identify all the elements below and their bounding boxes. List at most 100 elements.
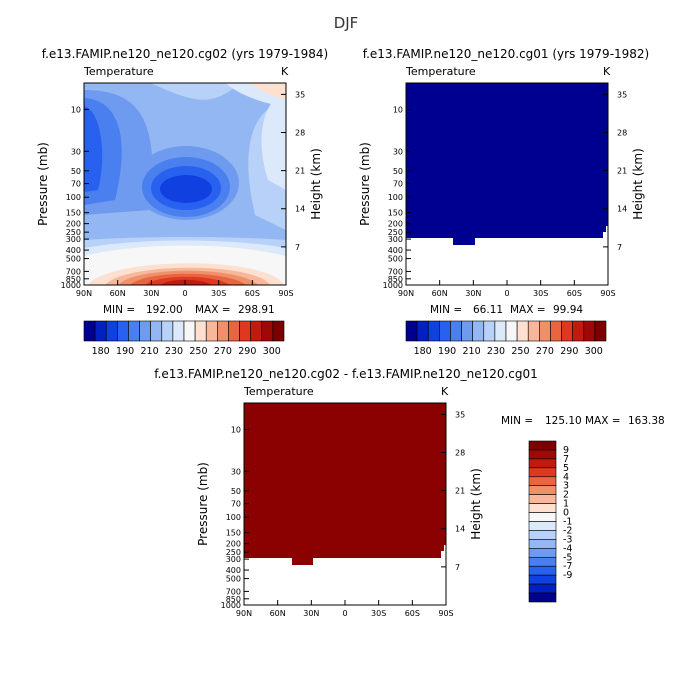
y-tick-label: 400	[388, 246, 403, 255]
colorbar-swatch	[205, 320, 218, 342]
stat-max-label: MAX =	[195, 304, 231, 316]
panel-left-label: Temperature	[405, 65, 476, 78]
colorbar-label: 210	[140, 346, 158, 357]
x-tick-label: 60N	[110, 289, 126, 298]
colorbar-swatch	[528, 539, 557, 549]
colorbar-label: -2	[563, 525, 572, 536]
x-axis: 90N 60N 30N 0 30S 60S 90S	[76, 280, 294, 298]
colorbar-swatch	[94, 320, 107, 342]
y-tick-label: 700	[226, 587, 241, 596]
colorbar-swatch	[561, 320, 573, 342]
colorbar-label: 270	[214, 346, 232, 357]
colorbar-swatch	[194, 320, 207, 342]
x-tick-label: 30N	[143, 289, 159, 298]
colorbar-swatch	[83, 320, 96, 342]
x-tick-label: 60S	[245, 289, 260, 298]
colorbar-swatch	[117, 320, 129, 342]
y-tick-label: 700	[66, 267, 81, 276]
panel-title: f.e13.FAMIP.ne120_ne120.cg02 (yrs 1979-1…	[42, 47, 329, 61]
y-tick-label: 70	[71, 180, 81, 189]
colorbar: 180 190 210 230 250 270 290 300	[83, 320, 285, 357]
x-tick-label: 90N	[398, 289, 414, 298]
height-tick-label: 21	[617, 167, 627, 176]
height-tick-label: 7	[617, 243, 622, 252]
y-tick-label: 250	[66, 228, 81, 237]
stat-min-label: MIN =	[430, 304, 462, 316]
colorbar-swatch	[105, 320, 118, 342]
colorbar-swatch	[528, 565, 557, 576]
y-tick-label: 200	[388, 220, 403, 229]
colorbar-label: 190	[438, 346, 456, 357]
stat-min-value: 125.10	[545, 415, 582, 427]
x-tick-label: 30S	[533, 289, 548, 298]
colorbar-label: 9	[563, 445, 569, 456]
y-tick-label: 100	[388, 193, 403, 202]
colorbar-label: 230	[487, 346, 505, 357]
colorbar-label: 4	[563, 472, 569, 483]
colorbar-swatch	[528, 503, 557, 513]
stat-max-value: 298.91	[238, 304, 275, 316]
y-axis-right: 35 28 21 14 7	[441, 410, 465, 572]
colorbar-swatch	[528, 512, 557, 522]
y-axis-title: Pressure (mb)	[358, 142, 372, 226]
panel-left-label: Temperature	[243, 385, 314, 398]
colorbar-swatch	[183, 320, 196, 342]
colorbar-label: 300	[585, 346, 603, 357]
x-tick-label: 30N	[465, 289, 481, 298]
stat-min-label: MIN =	[103, 304, 135, 316]
y-tick-label: 100	[226, 513, 241, 522]
x-tick-label: 60N	[432, 289, 448, 298]
colorbar-swatch	[261, 320, 274, 342]
y-tick-label: 1000	[383, 281, 403, 290]
contour-field	[406, 83, 608, 245]
colorbar-swatch	[272, 320, 285, 342]
colorbar-label: 180	[92, 346, 110, 357]
height-tick-label: 7	[455, 563, 460, 572]
y-tick-label: 250	[226, 548, 241, 557]
y-tick-label: 1000	[221, 601, 241, 610]
stat-min-label: MIN =	[501, 415, 533, 427]
y-tick-label: 300	[66, 235, 81, 244]
panel-title: f.e13.FAMIP.ne120_ne120.cg01 (yrs 1979-1…	[363, 47, 650, 61]
y-tick-label: 30	[71, 147, 81, 156]
colorbar-swatch	[439, 320, 451, 342]
colorbar-label: 180	[414, 346, 432, 357]
colorbar-swatch	[450, 320, 462, 342]
colorbar-swatch	[461, 320, 473, 342]
colorbar-label: -3	[563, 534, 572, 545]
figure-title: DJF	[334, 14, 359, 32]
colorbar-swatch	[405, 320, 418, 342]
y-tick-label: 10	[71, 105, 81, 114]
colorbar-swatch	[572, 320, 585, 342]
x-tick-label: 90S	[600, 289, 615, 298]
x-tick-label: 30N	[303, 609, 319, 618]
panel-difference: f.e13.FAMIP.ne120_ne120.cg02 - f.e13.FAM…	[154, 367, 665, 618]
colorbar-label: 0	[563, 508, 569, 519]
colorbar-label: 230	[165, 346, 183, 357]
y-axis-right: 35 28 21 14 7	[281, 90, 305, 252]
y-tick-label: 10	[231, 425, 241, 434]
colorbar-label: 190	[116, 346, 134, 357]
colorbar-swatch	[528, 467, 557, 478]
y-tick-label: 30	[231, 467, 241, 476]
y-axis-right-title: Height (km)	[469, 468, 483, 539]
colorbar-swatch	[217, 320, 229, 342]
height-tick-label: 28	[617, 128, 627, 137]
y-tick-label: 500	[226, 575, 241, 584]
x-tick-label: 60N	[270, 609, 286, 618]
x-tick-label: 90N	[236, 609, 252, 618]
panel-left-label: Temperature	[83, 65, 154, 78]
colorbar-swatch	[172, 320, 185, 342]
y-tick-label: 150	[66, 209, 81, 218]
colorbar-swatch	[472, 320, 485, 342]
contour-field	[84, 83, 286, 285]
contour-field	[244, 403, 446, 565]
height-tick-label: 35	[617, 90, 627, 99]
colorbar-label: 3	[563, 481, 569, 492]
height-tick-label: 7	[295, 243, 300, 252]
panel-right-label: K	[281, 65, 289, 78]
x-axis: 90N 60N 30N 0 30S 60S 90S	[236, 600, 454, 618]
